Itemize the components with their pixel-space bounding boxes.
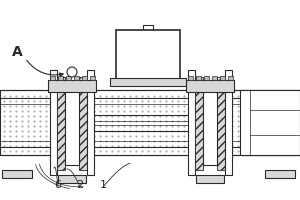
Bar: [188, 76, 193, 80]
Bar: [186, 80, 234, 92]
Bar: [58, 175, 86, 183]
Bar: [188, 70, 195, 175]
Bar: [2, 170, 32, 178]
Bar: [90, 76, 95, 80]
Text: 6: 6: [55, 180, 62, 190]
Bar: [196, 76, 201, 80]
Text: A: A: [12, 45, 23, 59]
Bar: [48, 80, 96, 92]
Bar: [217, 77, 225, 170]
Text: 2: 2: [76, 180, 84, 190]
Bar: [196, 175, 224, 183]
Bar: [0, 90, 300, 155]
Bar: [65, 82, 79, 165]
Text: 1: 1: [100, 180, 106, 190]
Bar: [57, 77, 65, 170]
Circle shape: [67, 67, 77, 77]
Bar: [240, 90, 300, 155]
Bar: [58, 76, 63, 80]
Bar: [220, 76, 225, 80]
Bar: [87, 70, 94, 175]
Bar: [79, 77, 87, 170]
Bar: [228, 76, 233, 80]
Bar: [195, 77, 203, 170]
Bar: [225, 70, 232, 175]
Bar: [74, 76, 79, 80]
Bar: [116, 30, 180, 80]
Bar: [82, 76, 87, 80]
Bar: [265, 170, 295, 178]
Bar: [203, 82, 217, 165]
Bar: [204, 76, 209, 80]
Bar: [110, 78, 186, 86]
Bar: [143, 25, 153, 45]
Bar: [50, 76, 55, 80]
Bar: [212, 76, 217, 80]
Bar: [66, 76, 71, 80]
Bar: [50, 70, 57, 175]
